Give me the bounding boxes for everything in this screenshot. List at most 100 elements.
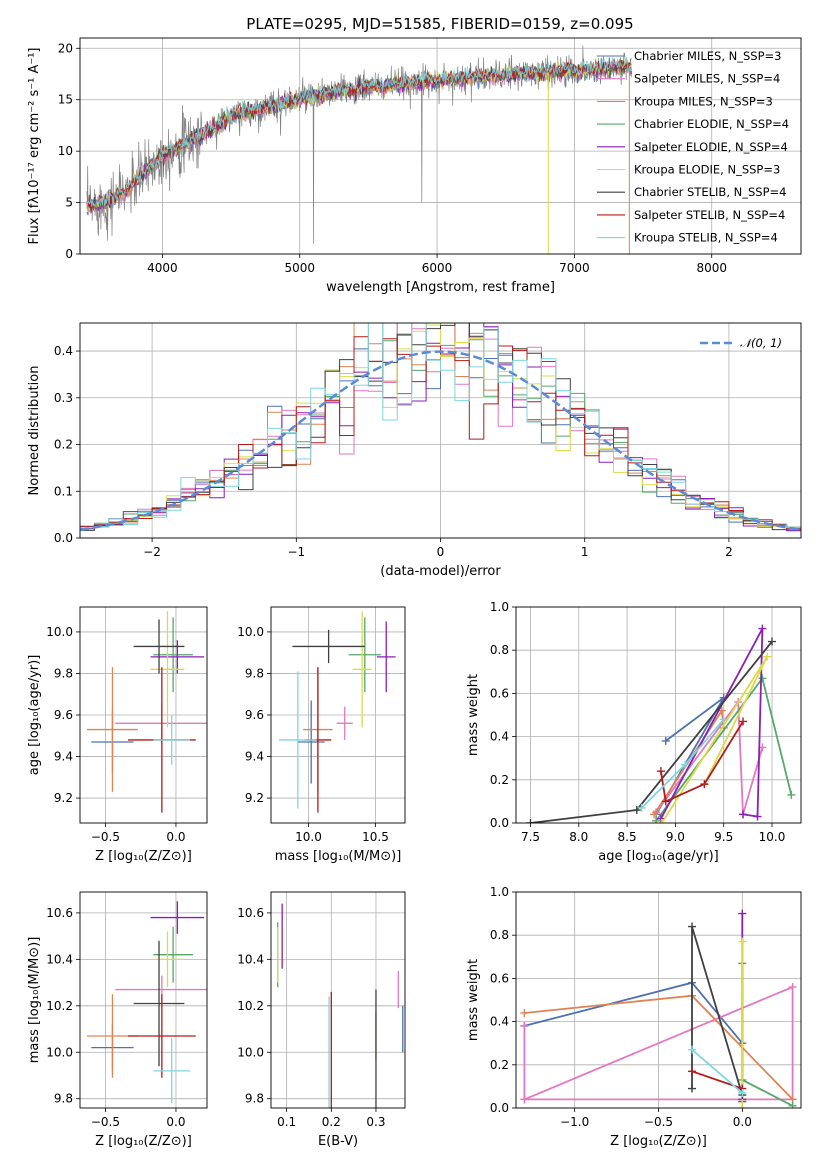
y-tick-label: 0.2 (54, 438, 73, 452)
y-tick-label: 9.4 (245, 750, 264, 764)
y-tick-label: 10.4 (46, 952, 73, 966)
mass-weight-point (688, 1084, 697, 1093)
x-tick-label: 7000 (559, 261, 590, 275)
x-tick-label: 4000 (147, 261, 178, 275)
y-tick-label: 0.4 (490, 1015, 509, 1029)
y-tick-label: 9.8 (245, 666, 264, 680)
y-tick-label: 9.8 (54, 666, 73, 680)
legend-entry: Kroupa MILES, N_SSP=3 (634, 94, 773, 108)
y-tick-label: 0.6 (490, 971, 509, 985)
x-tick-label: 0.1 (277, 1115, 296, 1129)
x-tick-label: 5000 (284, 261, 315, 275)
x-axis-label: Z [log₁₀(Z/Z⊙)] (610, 1134, 707, 1149)
y-tick-label: 0.3 (54, 391, 73, 405)
y-tick-label: 10.0 (46, 625, 73, 639)
mass-vs-Z-plot-area (87, 901, 207, 1104)
y-tick-label: 20 (58, 41, 73, 55)
y-axis-label: mass [log₁₀(M/M⊙)] (27, 937, 42, 1064)
residual-histogram (80, 323, 801, 538)
y-tick-label: 10.6 (237, 906, 264, 920)
x-tick-label: 7.5 (521, 830, 540, 844)
y-tick-label: 0 (65, 247, 73, 261)
axes-frame (79, 322, 802, 539)
mass-weight-point (688, 1045, 697, 1054)
y-tick-label: 9.2 (245, 791, 264, 805)
mass-weight-point (661, 797, 670, 806)
legend-entry: 𝒩(0, 1) (740, 336, 782, 350)
legend-entry: Salpeter STELIB, N_SSP=4 (634, 208, 785, 222)
mass-weight-point (739, 717, 748, 726)
legend-entry: Chabrier STELIB, N_SSP=4 (634, 185, 786, 199)
mass-weight-point (681, 760, 690, 769)
x-tick-label: 0.0 (166, 1115, 185, 1129)
x-tick-label: 0.0 (733, 1115, 752, 1129)
mass-weight-point (688, 922, 697, 931)
y-tick-label: 15 (58, 93, 73, 107)
mass-weight-point (788, 983, 797, 992)
mass-weight-point (520, 1008, 529, 1017)
mass-weight-point (719, 715, 728, 724)
mass-weight-point (656, 767, 665, 776)
mass-weight-line (691, 1049, 743, 1094)
axes-frame (270, 891, 406, 1109)
axes-frame (79, 606, 208, 824)
normal-curve (80, 350, 801, 532)
figure-title: PLATE=0295, MJD=51585, FIBERID=0159, z=0… (246, 15, 633, 33)
y-tick-label: 9.6 (54, 708, 73, 722)
mass-weight-point (739, 810, 748, 819)
age-vs-Z-panel: −0.5 0.0 9.2 9.4 9.6 9.8 10.0 Z [log₁₀(Z/Z⊙)] ag… (27, 606, 208, 864)
mass-weight-point (758, 624, 767, 633)
y-tick-label: 5 (65, 196, 73, 210)
spectrum-panel: 4000 5000 6000 7000 8000 0 5 10 15 20 wavelength [… (27, 37, 802, 295)
x-tick-label: 0.0 (166, 830, 185, 844)
y-tick-label: 1.0 (490, 885, 509, 899)
x-tick-label: 0.2 (322, 1115, 341, 1129)
legend-entry: Chabrier MILES, N_SSP=3 (634, 49, 781, 63)
y-tick-label: 0.0 (54, 531, 73, 545)
mass-weight-line (660, 628, 764, 820)
x-tick-label: 8.5 (618, 830, 637, 844)
residuals-panel: −2 −1 0 1 2 0.0 0.1 0.2 0.3 0.4 (data-model)/error… (27, 322, 802, 579)
x-tick-label: 8000 (696, 261, 727, 275)
mass-weight-point (637, 803, 646, 812)
axes-frame (79, 37, 802, 255)
legend-entry: Kroupa STELIB, N_SSP=4 (634, 231, 778, 245)
y-tick-label: 0.8 (490, 643, 509, 657)
y-axis-label: age [log₁₀(age/yr)] (27, 655, 42, 776)
x-axis-label: Z [log₁₀(Z/Z⊙)] (95, 849, 192, 864)
y-tick-label: 0.4 (490, 730, 509, 744)
axes-frame (515, 891, 802, 1109)
y-tick-label: 10.0 (46, 1045, 73, 1059)
y-tick-label: 0.6 (490, 686, 509, 700)
y-tick-label: 10.2 (237, 999, 264, 1013)
x-axis-label: wavelength [Angstrom, rest frame] (326, 280, 555, 295)
weight-vs-age-panel: 7.5 8.0 8.5 9.0 9.5 10.0 0.0 0.2 0.4 0.6 0.8 1.0 age… (466, 600, 802, 864)
x-tick-label: 9.0 (666, 830, 685, 844)
x-tick-label: 0.3 (366, 1115, 385, 1129)
mass-weight-point (758, 674, 767, 683)
mass-vs-EBV-panel: 0.1 0.2 0.3 9.8 10.0 10.2 10.4 10.6 E(B-V) (237, 891, 406, 1149)
y-tick-label: 9.2 (54, 791, 73, 805)
legend-entry: Kroupa ELODIE, N_SSP=3 (634, 163, 780, 177)
mass-vs-Z-panel: −0.5 0.0 9.8 10.0 10.2 10.4 10.6 Z [log₁₀(Z/Z⊙)… (27, 891, 208, 1149)
mass-weight-point (738, 1088, 747, 1097)
y-tick-label: 0.4 (54, 344, 73, 358)
mass-weight-point (632, 806, 641, 815)
x-tick-label: 2 (725, 545, 733, 559)
y-axis-label: Normed distribution (27, 366, 42, 496)
age-vs-mass-plot-area (279, 611, 396, 813)
y-tick-label: 10.4 (237, 952, 264, 966)
x-tick-label: 1 (581, 545, 589, 559)
axes-frame (270, 606, 406, 824)
weight-vs-Z-plot-area (520, 909, 797, 1108)
y-tick-label: 0.2 (490, 773, 509, 787)
x-axis-label: Z [log₁₀(Z/Z⊙)] (95, 1134, 192, 1149)
spectrum-plot-area (86, 45, 632, 254)
y-axis-label: mass weight (466, 959, 481, 1041)
mass-weight-point (738, 909, 747, 918)
y-tick-label: 1.0 (490, 600, 509, 614)
x-axis-label: E(B-V) (318, 1134, 358, 1149)
y-tick-label: 9.4 (54, 750, 73, 764)
mass-weight-point (753, 812, 762, 821)
